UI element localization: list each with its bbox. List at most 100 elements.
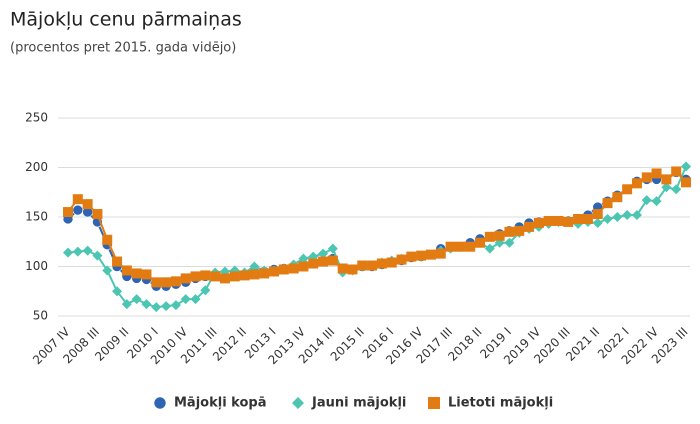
marker [651,196,662,207]
marker [631,210,642,221]
marker [661,182,672,193]
chart-subtitle: (procentos pret 2015. gada vidējo) [10,41,236,56]
legend-marker [292,397,304,409]
marker [151,277,162,288]
y-tick-label: 150 [25,210,48,224]
marker [190,271,201,282]
marker [592,209,603,220]
legend-label: Lietoti mājokļi [448,396,553,411]
marker [465,241,476,252]
legend-marker [153,396,167,410]
marker [376,258,387,269]
marker [141,269,152,280]
marker [347,264,358,275]
marker [298,261,309,272]
marker [131,268,142,279]
marker [602,213,613,224]
marker [72,194,83,205]
marker [318,256,329,267]
marker [161,277,172,288]
y-tick-label: 100 [25,259,48,273]
marker [484,243,495,254]
x-tick-label: 2012 II [210,325,249,364]
marker [671,166,682,177]
marker [622,210,633,221]
x-tick-label: 2009 II [92,325,131,364]
marker [249,261,260,272]
x-tick-label: 2021 II [563,325,602,364]
marker [602,198,613,209]
y-tick-label: 200 [25,160,48,174]
marker [200,270,211,281]
marker [170,276,181,287]
marker [337,263,348,274]
marker [229,271,240,282]
marker [92,250,103,261]
marker [259,268,270,279]
marker [504,226,515,237]
marker [219,273,230,284]
marker [543,215,554,226]
marker [72,204,84,216]
marker [475,237,485,248]
marker [484,231,495,242]
marker [631,178,642,189]
marker [386,257,397,268]
marker [269,266,279,277]
marker [612,192,623,203]
marker [357,260,368,271]
marker [661,174,672,185]
marker [190,294,201,305]
marker [288,263,299,274]
marker [121,265,132,276]
marker [151,302,162,313]
marker [170,300,181,311]
marker [298,253,309,264]
marker [63,247,73,258]
marker [612,212,623,222]
marker [180,273,191,284]
marker [622,184,633,195]
marker [141,299,152,310]
y-tick-label: 250 [25,111,48,125]
marker [239,270,250,281]
marker [671,184,682,195]
marker [681,161,691,172]
marker [641,195,652,206]
marker [514,225,525,236]
marker [92,209,103,220]
marker [573,213,584,224]
marker [563,216,574,227]
marker [200,285,211,296]
marker [278,264,289,275]
marker [72,246,83,257]
marker [396,254,407,265]
marker [131,294,142,305]
marker [494,230,505,241]
marker [63,207,73,218]
legend-marker [428,397,440,409]
x-tick-label: 2015 II [328,325,367,364]
marker [82,199,93,210]
marker [318,248,329,259]
marker [161,301,172,312]
marker [102,265,113,276]
marker [210,271,221,282]
marker [455,241,466,252]
marker [327,255,338,266]
marker [406,251,417,262]
marker [435,248,446,259]
marker [582,213,593,224]
x-tick-label: 2018 II [445,325,484,364]
marker [425,249,436,260]
marker [112,256,123,267]
y-tick-label: 50 [33,309,48,323]
marker [416,250,427,261]
marker [367,260,378,271]
marker [308,258,319,269]
marker [82,245,93,256]
marker [249,269,260,280]
marker [445,241,456,252]
marker [592,217,603,228]
